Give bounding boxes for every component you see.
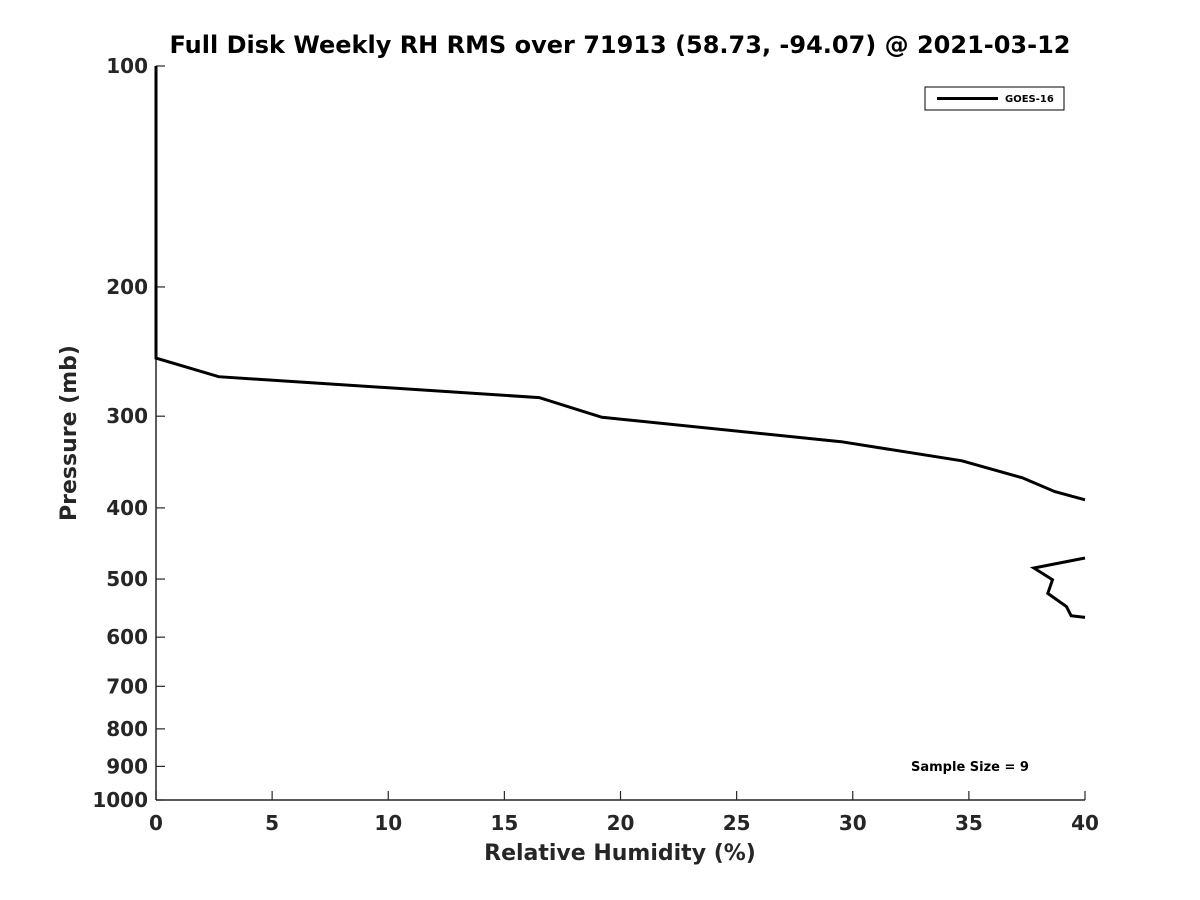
y-tick-label: 500 [106,567,148,591]
x-tick-label: 30 [839,811,867,835]
y-tick-label: 300 [106,404,148,428]
x-tick-label: 25 [723,811,751,835]
x-tick-label: 0 [149,811,163,835]
y-tick-label: 800 [106,717,148,741]
x-tick-label: 10 [374,811,402,835]
x-tick-label: 20 [607,811,635,835]
axes [155,66,1085,801]
y-tick-label: 600 [106,625,148,649]
series-line-segment [154,66,1086,502]
legend: GOES-16 [924,86,1065,111]
x-tick-label: 15 [490,811,518,835]
sample-size-annotation: Sample Size = 9 [911,760,1029,775]
chart-title: Full Disk Weekly RH RMS over 71913 (58.7… [169,31,1070,59]
series-lines [154,66,1086,619]
y-tick-label: 400 [106,496,148,520]
x-tick-label: 35 [955,811,983,835]
y-tick-label: 1000 [92,788,148,812]
y-tick-label: 200 [106,275,148,299]
tick-marks [155,65,1086,801]
tick-labels: 0 5 10 15 20 25 30 35 40 100 200 300 400 500 600 700 800… [92,54,1099,835]
x-tick-label: 5 [265,811,279,835]
x-tick-label: 40 [1071,811,1099,835]
y-tick-label: 900 [106,754,148,778]
series-line-segment [1029,556,1086,619]
y-tick-label: 100 [106,54,148,78]
y-axis-label: Pressure (mb) [57,345,82,521]
x-axis-label: Relative Humidity (%) [484,841,756,866]
legend-label: GOES-16 [1005,94,1054,105]
y-tick-label: 700 [106,674,148,698]
